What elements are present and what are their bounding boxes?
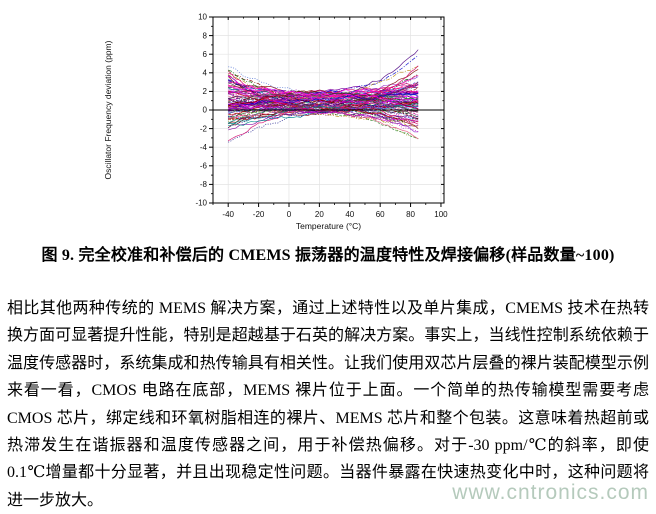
svg-text:10: 10 <box>198 13 207 22</box>
svg-text:8: 8 <box>203 31 208 40</box>
svg-text:-10: -10 <box>195 199 207 208</box>
watermark: www.cntronics.com <box>452 481 649 504</box>
figure-caption: 图 9. 完全校准和补偿后的 CMEMS 振荡器的温度特性及焊接偏移(样品数量~… <box>41 247 615 264</box>
svg-text:0: 0 <box>203 106 208 115</box>
svg-text:-4: -4 <box>200 143 208 152</box>
svg-text:4: 4 <box>203 69 208 78</box>
svg-text:80: 80 <box>406 210 415 219</box>
svg-text:100: 100 <box>434 210 448 219</box>
svg-text:Temperature (°C): Temperature (°C) <box>296 221 361 231</box>
svg-text:-20: -20 <box>253 210 265 219</box>
svg-text:-6: -6 <box>200 162 208 171</box>
svg-text:20: 20 <box>315 210 324 219</box>
svg-text:Oscillator Frequency deviation: Oscillator Frequency deviation (ppm) <box>103 40 113 179</box>
svg-text:0: 0 <box>287 210 292 219</box>
svg-text:-40: -40 <box>222 210 234 219</box>
svg-text:-2: -2 <box>200 124 208 133</box>
temperature-characteristic-figure: -40 -20 0 20 40 60 80 100 -10 -8 -6 -4 -2 0 2 4 6 8 10 Temp… <box>0 0 656 240</box>
svg-text:2: 2 <box>203 87 208 96</box>
oscillator-frequency-deviation-chart: -40 -20 0 20 40 60 80 100-10-8-6-4-20246810Temp… <box>103 13 448 231</box>
svg-text:60: 60 <box>376 210 385 219</box>
svg-text:6: 6 <box>203 50 208 59</box>
svg-text:40: 40 <box>345 210 354 219</box>
svg-text:-8: -8 <box>200 180 208 189</box>
body-paragraph: 相比其他两种传统的 MEMS 解决方案，通过上述特性以及单片集成，CMEMS 技… <box>7 300 649 509</box>
